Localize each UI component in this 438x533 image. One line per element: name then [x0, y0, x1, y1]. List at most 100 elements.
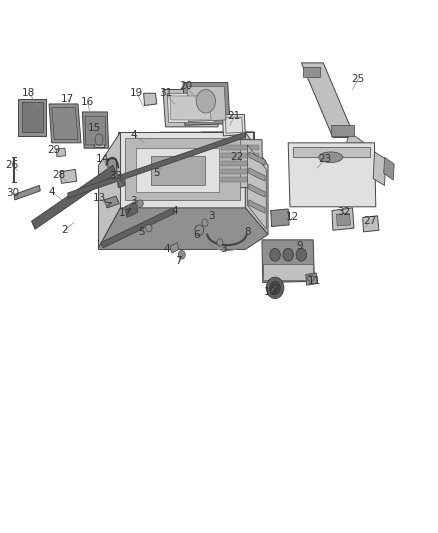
- Circle shape: [137, 200, 143, 207]
- Text: 3: 3: [220, 245, 227, 254]
- Circle shape: [178, 251, 185, 259]
- Polygon shape: [221, 153, 259, 158]
- Polygon shape: [125, 138, 240, 200]
- Polygon shape: [56, 148, 66, 157]
- Polygon shape: [49, 104, 81, 143]
- Polygon shape: [363, 216, 379, 232]
- Polygon shape: [249, 184, 265, 197]
- Text: 18: 18: [22, 88, 35, 98]
- Circle shape: [296, 248, 307, 261]
- Circle shape: [283, 248, 293, 261]
- Text: 15: 15: [88, 123, 101, 133]
- Text: 13: 13: [93, 193, 106, 203]
- Polygon shape: [221, 161, 259, 166]
- Text: 23: 23: [318, 154, 332, 164]
- Polygon shape: [136, 148, 219, 192]
- Text: 22: 22: [230, 152, 243, 162]
- Text: 17: 17: [61, 94, 74, 103]
- Text: 5: 5: [153, 168, 160, 178]
- Polygon shape: [288, 143, 376, 207]
- Polygon shape: [125, 201, 138, 217]
- Polygon shape: [167, 93, 215, 123]
- Text: 12: 12: [286, 213, 299, 222]
- Text: 30: 30: [6, 188, 19, 198]
- Polygon shape: [85, 116, 106, 145]
- Text: 27: 27: [364, 216, 377, 226]
- Polygon shape: [82, 112, 109, 148]
- Polygon shape: [18, 99, 46, 136]
- Polygon shape: [60, 169, 77, 183]
- Polygon shape: [163, 90, 218, 127]
- Polygon shape: [151, 156, 205, 185]
- Text: 29: 29: [47, 146, 60, 155]
- Polygon shape: [249, 152, 265, 165]
- Polygon shape: [104, 196, 119, 208]
- Circle shape: [270, 281, 280, 294]
- Text: 19: 19: [130, 88, 143, 98]
- Polygon shape: [293, 147, 370, 157]
- Polygon shape: [117, 176, 125, 188]
- Polygon shape: [183, 83, 230, 125]
- Text: 9: 9: [297, 241, 304, 251]
- Text: 11: 11: [308, 277, 321, 286]
- Polygon shape: [384, 157, 394, 180]
- Polygon shape: [99, 132, 254, 248]
- Text: 33: 33: [110, 171, 123, 181]
- Text: 4: 4: [163, 245, 170, 254]
- Text: 8: 8: [244, 227, 251, 237]
- Text: 31: 31: [159, 88, 172, 98]
- Polygon shape: [170, 243, 179, 253]
- Text: 25: 25: [352, 74, 365, 84]
- Polygon shape: [223, 115, 245, 136]
- Polygon shape: [373, 152, 385, 185]
- Polygon shape: [52, 108, 78, 140]
- Polygon shape: [221, 169, 259, 174]
- Text: 28: 28: [53, 170, 66, 180]
- Polygon shape: [99, 132, 120, 248]
- Polygon shape: [144, 93, 157, 106]
- Polygon shape: [187, 86, 226, 122]
- Polygon shape: [107, 159, 117, 179]
- Text: 26: 26: [6, 160, 19, 170]
- Polygon shape: [247, 145, 266, 229]
- Text: 4: 4: [131, 130, 138, 140]
- Polygon shape: [331, 125, 354, 136]
- Text: 4: 4: [171, 206, 178, 215]
- Circle shape: [202, 219, 208, 227]
- Polygon shape: [68, 132, 245, 198]
- Text: 21: 21: [228, 111, 241, 121]
- Polygon shape: [170, 96, 211, 120]
- Text: 2: 2: [61, 225, 68, 235]
- Polygon shape: [249, 200, 265, 213]
- Text: 6: 6: [193, 230, 200, 239]
- Polygon shape: [262, 240, 314, 282]
- Polygon shape: [32, 165, 116, 229]
- Polygon shape: [306, 273, 318, 285]
- Text: 10: 10: [264, 287, 277, 297]
- Polygon shape: [249, 168, 265, 181]
- Polygon shape: [345, 132, 373, 165]
- Polygon shape: [263, 264, 313, 280]
- Polygon shape: [22, 102, 43, 132]
- Text: 7: 7: [175, 256, 182, 266]
- Text: 14: 14: [96, 154, 110, 164]
- Polygon shape: [118, 132, 245, 208]
- Circle shape: [146, 224, 152, 232]
- Polygon shape: [221, 145, 259, 150]
- Circle shape: [266, 277, 284, 298]
- Polygon shape: [101, 208, 175, 248]
- Polygon shape: [221, 177, 259, 182]
- Text: 32: 32: [337, 207, 350, 217]
- Text: 3: 3: [208, 211, 215, 221]
- Circle shape: [196, 90, 215, 113]
- Polygon shape: [336, 213, 350, 226]
- Polygon shape: [301, 63, 355, 138]
- Text: 5: 5: [138, 227, 145, 237]
- Ellipse shape: [318, 152, 343, 163]
- Polygon shape: [99, 208, 268, 249]
- Circle shape: [217, 239, 223, 246]
- Circle shape: [161, 164, 167, 172]
- Polygon shape: [218, 140, 263, 188]
- Circle shape: [270, 248, 280, 261]
- Circle shape: [195, 225, 204, 236]
